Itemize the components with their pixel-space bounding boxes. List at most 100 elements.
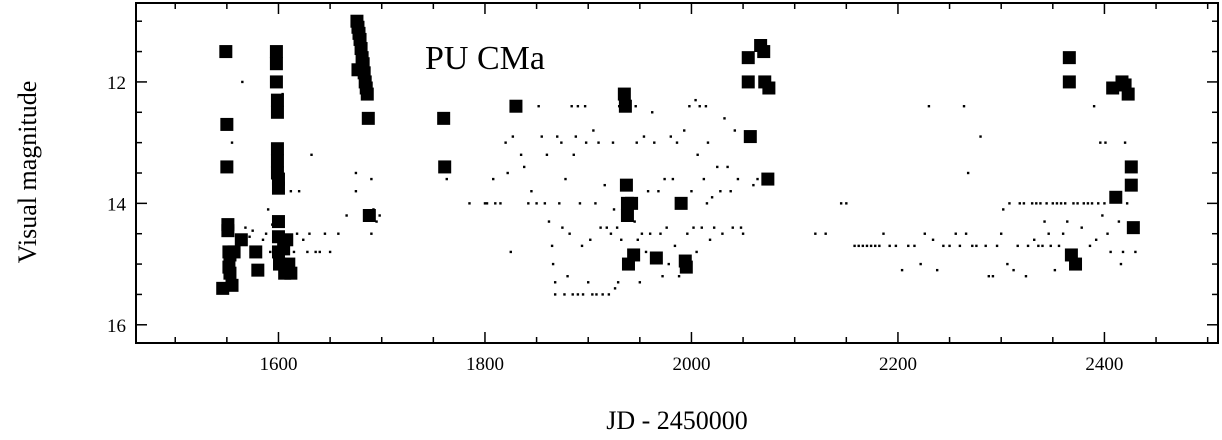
data-point-small bbox=[572, 153, 575, 156]
data-point-small bbox=[695, 250, 698, 254]
data-point-large bbox=[271, 181, 285, 195]
data-point-small bbox=[506, 171, 509, 175]
data-point-small bbox=[509, 250, 512, 254]
data-point-small bbox=[535, 202, 538, 205]
data-point-small bbox=[958, 244, 962, 248]
data-point-small bbox=[530, 190, 533, 193]
data-point-large bbox=[270, 142, 284, 156]
data-point-small bbox=[1101, 214, 1104, 217]
data-point-small bbox=[527, 202, 530, 205]
data-point-small bbox=[984, 244, 987, 248]
data-point-small bbox=[574, 135, 578, 138]
data-point-small bbox=[1049, 244, 1052, 248]
data-point-small bbox=[712, 226, 716, 229]
data-point-small bbox=[756, 177, 759, 181]
data-point-small bbox=[814, 232, 817, 235]
data-point-small bbox=[295, 232, 299, 235]
data-point-small bbox=[638, 281, 642, 284]
data-point-small bbox=[445, 177, 448, 181]
data-point-small bbox=[861, 244, 865, 248]
data-point-small bbox=[269, 250, 272, 254]
data-point-small bbox=[857, 244, 860, 248]
data-point-large bbox=[761, 172, 775, 186]
data-point-small bbox=[345, 214, 348, 217]
x-tick-label: 1600 bbox=[259, 354, 297, 375]
data-point-small bbox=[634, 105, 637, 108]
data-point-small bbox=[583, 105, 587, 108]
data-point-small bbox=[318, 250, 321, 254]
data-point-small bbox=[603, 183, 606, 187]
data-point-large bbox=[679, 260, 693, 274]
data-point-small bbox=[1045, 202, 1048, 205]
data-point-large bbox=[625, 196, 639, 210]
data-point-small bbox=[716, 165, 719, 169]
data-point-small bbox=[556, 135, 559, 138]
data-point-small bbox=[690, 190, 693, 193]
data-point-small bbox=[1117, 220, 1121, 223]
data-point-small bbox=[615, 226, 619, 229]
data-point-small bbox=[564, 177, 567, 181]
data-point-small bbox=[522, 165, 526, 169]
data-point-small bbox=[551, 262, 555, 266]
data-point-small bbox=[696, 153, 699, 156]
data-point-small bbox=[845, 202, 848, 205]
data-point-small bbox=[975, 244, 978, 248]
x-tick-label: 1800 bbox=[466, 354, 504, 375]
data-point-small bbox=[264, 232, 268, 235]
data-point-small bbox=[1043, 220, 1046, 223]
data-point-small bbox=[616, 281, 620, 284]
plot-frame bbox=[135, 2, 1219, 344]
data-point-small bbox=[673, 244, 677, 248]
data-point-small bbox=[595, 293, 598, 296]
data-point-small bbox=[483, 202, 487, 205]
data-point-large bbox=[509, 99, 523, 113]
data-point-small bbox=[688, 105, 691, 108]
data-point-small bbox=[927, 105, 931, 108]
data-point-small bbox=[297, 190, 301, 193]
data-point-small bbox=[1051, 202, 1055, 205]
data-point-large bbox=[1109, 190, 1123, 204]
data-point-small bbox=[584, 141, 588, 144]
data-point-small bbox=[1037, 244, 1040, 248]
data-point-large bbox=[225, 278, 239, 292]
data-point-large bbox=[221, 224, 235, 238]
data-point-small bbox=[492, 177, 495, 181]
data-point-large bbox=[1124, 178, 1138, 192]
data-point-small bbox=[568, 232, 571, 235]
data-point-small bbox=[675, 141, 679, 144]
data-point-small bbox=[612, 208, 616, 211]
data-point-small bbox=[853, 244, 856, 248]
data-point-small bbox=[935, 268, 939, 272]
data-point-large bbox=[220, 160, 234, 174]
data-point-small bbox=[657, 190, 660, 193]
data-point-small bbox=[230, 141, 234, 144]
data-point-small bbox=[729, 190, 732, 193]
data-point-large bbox=[757, 45, 771, 59]
data-point-small bbox=[900, 268, 904, 272]
data-point-small bbox=[907, 244, 910, 248]
data-point-small bbox=[609, 232, 613, 235]
data-point-small bbox=[1047, 232, 1050, 235]
data-point-large bbox=[1124, 160, 1138, 174]
data-point-large bbox=[741, 75, 755, 89]
data-point-small bbox=[537, 105, 540, 108]
data-point-small bbox=[1002, 208, 1005, 211]
data-point-small bbox=[708, 238, 712, 241]
data-point-small bbox=[739, 226, 743, 229]
data-point-small bbox=[702, 177, 706, 181]
data-point-small bbox=[733, 129, 737, 132]
data-point-small bbox=[954, 232, 957, 235]
data-point-small bbox=[1012, 268, 1015, 272]
data-point-large bbox=[618, 99, 632, 113]
data-point-large bbox=[437, 111, 451, 125]
data-point-small bbox=[888, 244, 891, 248]
data-point-small bbox=[1088, 244, 1092, 248]
data-point-small bbox=[607, 293, 611, 296]
data-point-small bbox=[576, 105, 580, 108]
data-point-small bbox=[948, 244, 951, 248]
data-point-small bbox=[1018, 202, 1021, 205]
data-point-small bbox=[923, 232, 926, 235]
data-point-large bbox=[1121, 87, 1135, 101]
data-point-small bbox=[640, 232, 644, 235]
x-tick-label: 2400 bbox=[1085, 354, 1123, 375]
